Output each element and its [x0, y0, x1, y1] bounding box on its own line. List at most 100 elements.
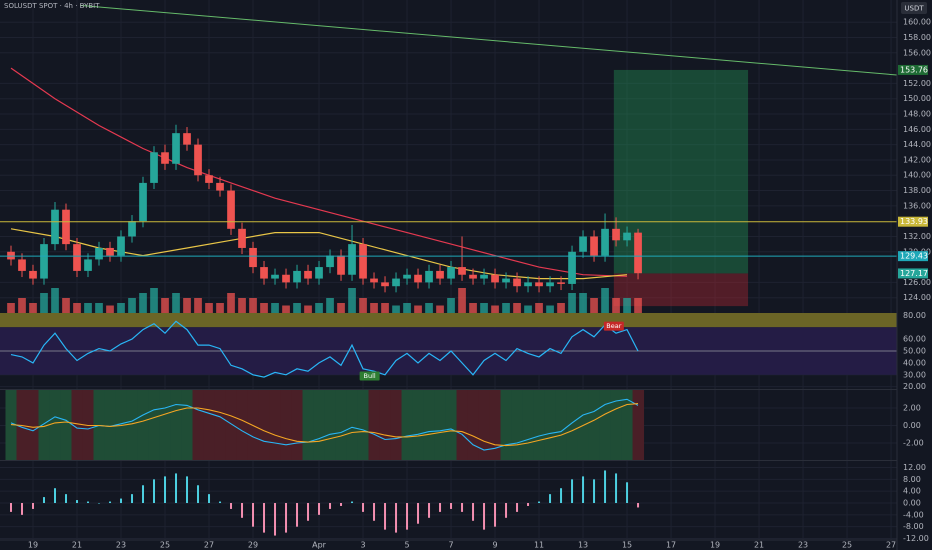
candle-body [315, 267, 323, 279]
histogram-bar [505, 503, 508, 518]
trendline [80, 4, 898, 76]
histogram-bar [362, 503, 365, 512]
candle-body [634, 232, 642, 274]
trend-region [599, 390, 612, 460]
trend-region [346, 390, 359, 460]
y-tick-label: 8.00 [903, 475, 921, 484]
volume-bar [546, 305, 554, 313]
trend-region [247, 390, 260, 460]
x-tick-label: 19 [28, 541, 38, 550]
price-label-box [898, 268, 928, 279]
candle-body [139, 182, 147, 222]
histogram-bar [626, 482, 629, 504]
trend-region [412, 390, 425, 460]
candle-body [183, 133, 191, 145]
y-tick-label: 146.00 [903, 125, 931, 134]
histogram-bar [571, 479, 574, 504]
volume-bar [568, 293, 576, 313]
histogram-bar [307, 503, 310, 521]
x-tick-label: 25 [842, 541, 852, 550]
histogram-bar [439, 503, 442, 512]
trend-region [390, 390, 403, 460]
histogram-bar [153, 479, 156, 504]
x-tick-label: 29 [248, 541, 258, 550]
volume-bar [282, 305, 290, 313]
volume-bar [73, 303, 81, 313]
signal-label: Bear [606, 322, 621, 330]
trend-region [269, 390, 282, 460]
trend-region [71, 390, 84, 460]
y-tick-label: 160.00 [903, 18, 931, 27]
volume-bar [227, 293, 235, 313]
y-tick-label: 20.00 [903, 382, 926, 391]
trend-region [170, 390, 183, 460]
volume-bar [348, 288, 356, 313]
candle-body [194, 144, 202, 176]
y-tick-label: -2.00 [903, 439, 924, 448]
trend-region [632, 390, 645, 460]
volume-bar [381, 303, 389, 313]
volume-bar [458, 288, 466, 313]
volume-bar [403, 303, 411, 313]
candle-body [150, 152, 158, 183]
x-tick-label: 25 [160, 541, 170, 550]
candle-body [623, 232, 631, 241]
currency-badge[interactable] [901, 2, 927, 14]
histogram-bar [395, 503, 398, 533]
candle-body [524, 282, 532, 287]
trend-region [467, 390, 480, 460]
x-tick-label: 13 [578, 541, 588, 550]
histogram-bar [252, 503, 255, 527]
trend-region [588, 390, 601, 460]
histogram-bar [582, 476, 585, 504]
candle-body [480, 274, 488, 279]
histogram-bar [186, 476, 189, 504]
signal-label: Bull [364, 372, 376, 380]
volume-bar [634, 298, 642, 313]
x-tick-label: 17 [666, 541, 676, 550]
candle-body [249, 247, 257, 268]
x-tick-label: 21 [754, 541, 764, 550]
y-tick-label: -12.00 [903, 534, 929, 543]
trend-region [60, 390, 73, 460]
volume-bar [557, 303, 565, 313]
candle-body [7, 251, 15, 260]
histogram-bar [32, 503, 35, 509]
histogram-bar [197, 485, 200, 504]
trend-region [522, 390, 535, 460]
volume-bar [480, 303, 488, 313]
trend-region [445, 390, 458, 460]
trend-region [533, 390, 546, 460]
y-tick-label: 148.00 [903, 110, 931, 119]
candle-body [29, 270, 37, 279]
trend-region [159, 390, 172, 460]
x-tick-label: Apr [312, 541, 327, 550]
volume-bar [84, 303, 92, 313]
trend-region [291, 390, 304, 460]
histogram-bar [98, 503, 101, 504]
trend-region [38, 390, 51, 460]
histogram-bar [21, 503, 24, 515]
moving-average [10, 67, 628, 277]
volume-bar [62, 298, 70, 313]
histogram-bar [87, 501, 90, 504]
volume-bar [106, 305, 114, 313]
candle-body [227, 190, 235, 229]
trend-region [489, 390, 502, 460]
histogram-bar [472, 503, 475, 521]
trend-region [544, 390, 557, 460]
volume-bar [447, 298, 455, 313]
volume-bar [51, 288, 59, 313]
candle-body [216, 182, 224, 191]
marks: Bull Bear [0, 4, 898, 536]
currency-label[interactable]: USDT [904, 5, 924, 13]
x-tick-label: 9 [492, 541, 497, 550]
histogram-bar [241, 503, 244, 518]
candle-body [414, 274, 422, 283]
histogram-bar [417, 503, 420, 524]
volume-bar [304, 305, 312, 313]
candle-body [502, 278, 510, 283]
candle-body [106, 247, 114, 256]
y-tick-label: 144.00 [903, 140, 931, 149]
trend-region [500, 390, 513, 460]
